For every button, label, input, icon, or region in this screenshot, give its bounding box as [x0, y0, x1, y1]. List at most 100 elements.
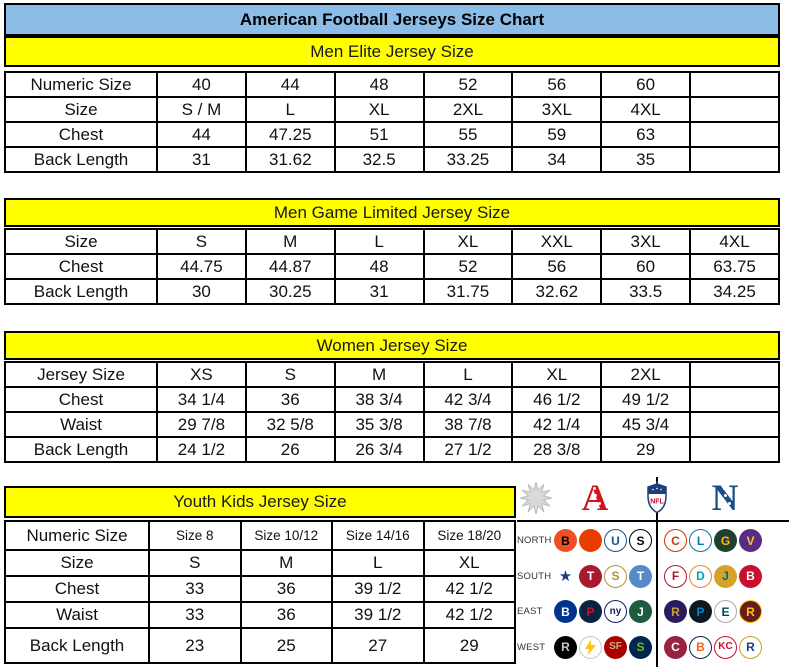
value-cell: 4XL: [689, 228, 780, 255]
bills-logo: B: [554, 600, 577, 624]
row-label-cell: Numeric Size: [4, 520, 150, 551]
value-cell: 56: [511, 253, 603, 280]
value-cell: L: [422, 361, 514, 388]
value-cell: 40: [156, 71, 247, 98]
value-cell: 55: [422, 121, 514, 148]
table-row: Jersey Size XS S M L XL 2XL: [4, 361, 780, 388]
value-cell: 38 3/4: [333, 386, 425, 413]
value-cell: 26: [244, 436, 336, 463]
vikings-logo: V: [739, 529, 762, 552]
division-row: WEST R SF S C B KC R: [517, 631, 789, 664]
division-label: NORTH: [517, 535, 552, 546]
chiefs-logo: KC: [714, 635, 737, 659]
row-label-cell: Waist: [4, 411, 158, 438]
table-row: Numeric Size 40 44 48 52 56 60: [4, 71, 780, 98]
value-cell: 36: [239, 601, 333, 629]
value-cell: 34 1/4: [156, 386, 247, 413]
value-cell: 27: [331, 627, 425, 664]
row-label-cell: Back Length: [4, 627, 150, 664]
value-cell: [689, 71, 780, 98]
row-label-cell: Size: [4, 228, 158, 255]
value-cell: 39 1/2: [331, 601, 425, 629]
row-label-cell: Size: [4, 549, 150, 577]
patriots-logo: P: [579, 600, 602, 624]
value-cell: XL: [511, 361, 603, 388]
value-cell: 27 1/2: [422, 436, 514, 463]
value-cell: 52: [422, 253, 514, 280]
jaguars-logo: J: [714, 564, 737, 588]
value-cell: 30: [156, 278, 247, 305]
value-cell: 30.25: [244, 278, 336, 305]
falcons-logo: F: [664, 564, 687, 588]
value-cell: 3XL: [600, 228, 692, 255]
value-cell: XL: [422, 549, 516, 577]
cowboys-star-logo: ★: [554, 564, 577, 588]
value-cell: XS: [156, 361, 247, 388]
afc-west-logos: R SF S: [554, 635, 655, 659]
saints-logo: S: [604, 564, 627, 588]
division-label: EAST: [517, 606, 543, 618]
value-cell: 28 3/8: [511, 436, 603, 463]
nfc-west-logos: C B KC R: [664, 635, 762, 659]
value-cell: 38 7/8: [422, 411, 514, 438]
value-cell: XL: [333, 96, 425, 123]
value-cell: 35: [600, 146, 692, 173]
49ers-logo: SF: [604, 635, 627, 659]
section-header-youth: Youth Kids Jersey Size: [4, 486, 516, 518]
table-row: Size S M L XL: [4, 549, 516, 577]
row-label-cell: Size: [4, 96, 158, 123]
value-cell: 2XL: [422, 96, 514, 123]
redskins-logo: R: [739, 600, 762, 624]
row-label-cell: Back Length: [4, 278, 158, 305]
broncos-logo: B: [689, 635, 712, 659]
value-cell: [689, 411, 780, 438]
value-cell: 44: [244, 71, 336, 98]
logo-panel-header: A NFL N: [517, 477, 789, 520]
value-cell: 36: [244, 386, 336, 413]
value-cell: Size 8: [148, 520, 242, 551]
men-game-limited-size-table: Size S M L XL XXL 3XL 4XL Chest 44.75 44.87 48 52 56 6…: [4, 228, 780, 305]
value-cell: L: [333, 228, 425, 255]
nfc-logo: N: [703, 477, 747, 520]
table-row: Back Length 23 25 27 29: [4, 627, 516, 664]
table-row: Chest 33 36 39 1/2 42 1/2: [4, 575, 516, 603]
value-cell: 52: [422, 71, 514, 98]
value-cell: [689, 121, 780, 148]
lightning-bolt-icon: [585, 639, 596, 656]
value-cell: Size 14/16: [331, 520, 425, 551]
colts-logo: U: [604, 529, 627, 552]
table-row: Waist 29 7/8 32 5/8 35 3/8 38 7/8 42 1/4 45 3/…: [4, 411, 780, 438]
seahawks-logo: S: [629, 635, 652, 659]
value-cell: 51: [333, 121, 425, 148]
cardinals-logo: C: [664, 635, 687, 659]
row-label-cell: Back Length: [4, 436, 158, 463]
value-cell: 56: [511, 71, 603, 98]
value-cell: S: [156, 228, 247, 255]
value-cell: 32.5: [333, 146, 425, 173]
value-cell: 46 1/2: [511, 386, 603, 413]
value-cell: 31: [156, 146, 247, 173]
packers-logo: G: [714, 529, 737, 552]
value-cell: 34.25: [689, 278, 780, 305]
division-row: SOUTH ★ T S T F D J B: [517, 560, 789, 593]
value-cell: M: [239, 549, 333, 577]
value-cell: 44: [156, 121, 247, 148]
value-cell: 59: [511, 121, 603, 148]
table-row: Chest 34 1/4 36 38 3/4 42 3/4 46 1/2 49 1/2: [4, 386, 780, 413]
division-row: NORTH B U S C L G V: [517, 524, 789, 557]
value-cell: [689, 386, 780, 413]
division-label: SOUTH: [517, 570, 552, 582]
value-cell: 29 7/8: [156, 411, 247, 438]
table-row: Size S / M L XL 2XL 3XL 4XL: [4, 96, 780, 123]
table-row: Chest 44 47.25 51 55 59 63: [4, 121, 780, 148]
starburst-icon: [520, 482, 552, 514]
value-cell: 42 3/4: [422, 386, 514, 413]
value-cell: 33.5: [600, 278, 692, 305]
browns-logo: [579, 529, 602, 552]
value-cell: 60: [600, 71, 692, 98]
